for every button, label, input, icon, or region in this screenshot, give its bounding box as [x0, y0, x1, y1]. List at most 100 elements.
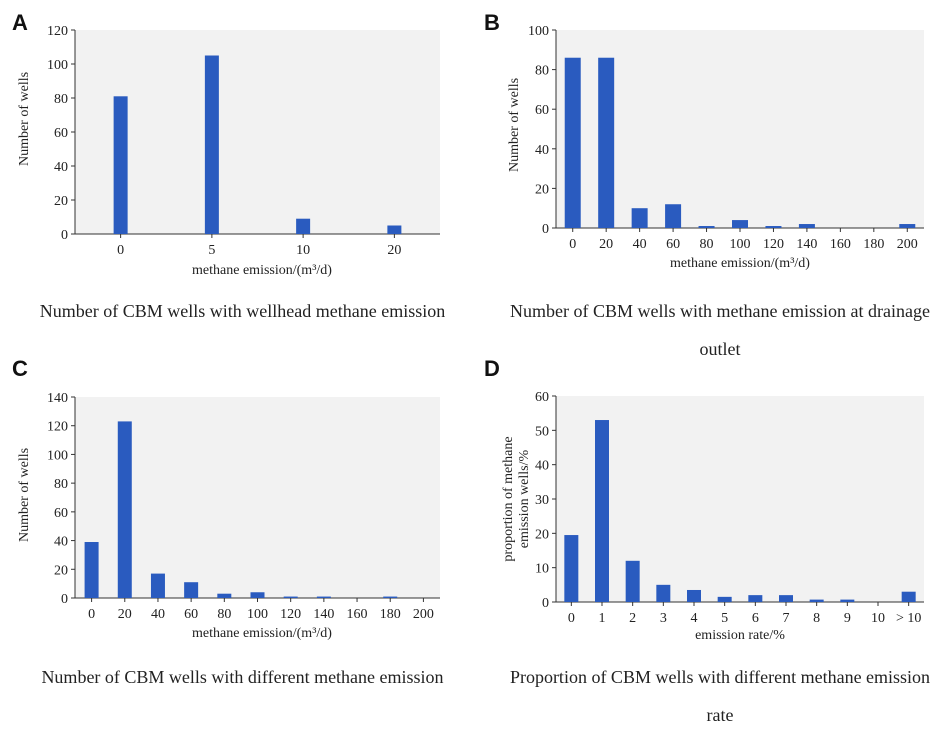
panel-letter-a: A [12, 10, 28, 35]
x-tick-label: 0 [88, 607, 95, 622]
y-tick-label: 0 [61, 228, 68, 243]
x-tick-label: 20 [387, 243, 401, 258]
x-tick-label: 120 [280, 607, 301, 622]
x-tick-label: 160 [347, 607, 368, 622]
plot-area [75, 30, 440, 234]
caption-d: Proportion of CBM wells with different m… [509, 667, 931, 725]
bar [698, 226, 715, 228]
x-tick-label: 10 [296, 243, 310, 258]
x-tick-label: 5 [208, 243, 215, 258]
x-tick-label: 20 [599, 237, 613, 252]
x-tick-label: 120 [763, 237, 784, 252]
x-tick-label: 8 [813, 611, 820, 626]
y-tick-label: 50 [535, 424, 549, 439]
y-tick-label: 0 [61, 592, 68, 607]
y-tick-label: 20 [54, 194, 68, 209]
y-tick-label: 120 [47, 24, 68, 39]
plot-area [75, 397, 440, 598]
x-tick-label: 40 [633, 237, 647, 252]
y-tick-label: 0 [542, 596, 549, 611]
bar [765, 226, 782, 228]
bar [732, 220, 748, 228]
bar [717, 596, 732, 602]
y-tick-label: 80 [535, 64, 549, 79]
plot-area [556, 396, 924, 602]
y-tick-label: 40 [54, 160, 68, 175]
y-tick-label: 30 [535, 493, 549, 508]
bar [564, 57, 581, 228]
x-tick-label: 4 [691, 611, 698, 626]
bar [798, 224, 815, 228]
bar [383, 596, 398, 598]
y-tick-label: 40 [535, 459, 549, 474]
y-tick-label: 100 [528, 24, 549, 39]
bar [687, 589, 701, 602]
plot-area [556, 30, 924, 228]
bar [899, 224, 916, 228]
x-tick-label: 140 [313, 607, 334, 622]
x-tick-label: 0 [568, 611, 575, 626]
bar [598, 57, 615, 228]
x-tick-label: 140 [796, 237, 817, 252]
bar [184, 582, 199, 598]
bar [150, 573, 165, 598]
bar [113, 96, 128, 234]
bar [250, 592, 265, 598]
x-tick-label: 80 [700, 237, 714, 252]
panel-letter-b: B [484, 10, 500, 35]
chart-d: 0 10 20 30 40 50 60 0 1 2 3 4 5 6 7 8 9 10 > 10 emission ra… [501, 390, 924, 643]
y-tick-label: 0 [542, 222, 549, 237]
y-tick-label: 60 [535, 103, 549, 118]
bar [809, 599, 824, 602]
bar [656, 584, 671, 602]
y-tick-label: 100 [47, 58, 68, 73]
x-tick-label: 60 [666, 237, 680, 252]
x-tick-label: 3 [660, 611, 667, 626]
x-tick-label: > 10 [896, 611, 921, 626]
x-tick-label: 6 [752, 611, 759, 626]
bar [595, 420, 609, 602]
y-tick-label: 100 [47, 448, 68, 463]
y-tick-label: 40 [535, 143, 549, 158]
caption-a: Number of CBM wells with wellhead methan… [39, 301, 446, 321]
bar [217, 593, 232, 598]
bar [283, 596, 298, 598]
x-axis-title: methane emission/(m³/d) [192, 263, 332, 278]
chart-b: 0 20 40 60 80 100 0 20 40 60 80 100 120 140 160 180 200 m… [507, 24, 924, 271]
x-tick-label: 0 [569, 237, 576, 252]
y-tick-label: 20 [54, 563, 68, 578]
x-axis-title: methane emission/(m³/d) [192, 626, 332, 641]
x-tick-label: 180 [380, 607, 401, 622]
bar [316, 596, 331, 598]
y-tick-label: 60 [54, 126, 68, 141]
bar [631, 208, 648, 228]
chart-a: 0 20 40 60 80 100 120 0 5 10 20 methane emission/(m… [17, 24, 440, 278]
x-axis-title: methane emission/(m³/d) [670, 256, 810, 271]
bar [564, 535, 579, 602]
bar [84, 542, 99, 598]
bar [296, 218, 311, 234]
y-tick-label: 60 [54, 506, 68, 521]
y-tick-label: 120 [47, 420, 68, 435]
bar [204, 55, 219, 234]
x-tick-label: 0 [117, 243, 124, 258]
panel-letter-d: D [484, 356, 500, 381]
y-tick-label: 10 [535, 562, 549, 577]
x-tick-label: 7 [783, 611, 790, 626]
bar [779, 595, 793, 602]
x-tick-label: 40 [151, 607, 165, 622]
x-tick-label: 10 [871, 611, 885, 626]
x-tick-label: 180 [863, 237, 884, 252]
y-tick-label: 60 [535, 390, 549, 405]
x-tick-label: 200 [897, 237, 918, 252]
panel-letter-c: C [12, 356, 28, 381]
x-tick-label: 2 [629, 611, 636, 626]
y-tick-label: 80 [54, 92, 68, 107]
y-tick-label: 140 [47, 391, 68, 406]
caption-b: Number of CBM wells with methane emissio… [510, 301, 930, 359]
bar [625, 560, 640, 602]
x-axis-title: emission rate/% [695, 628, 785, 643]
y-tick-label: 80 [54, 477, 68, 492]
bar [117, 421, 132, 598]
x-tick-label: 5 [721, 611, 728, 626]
